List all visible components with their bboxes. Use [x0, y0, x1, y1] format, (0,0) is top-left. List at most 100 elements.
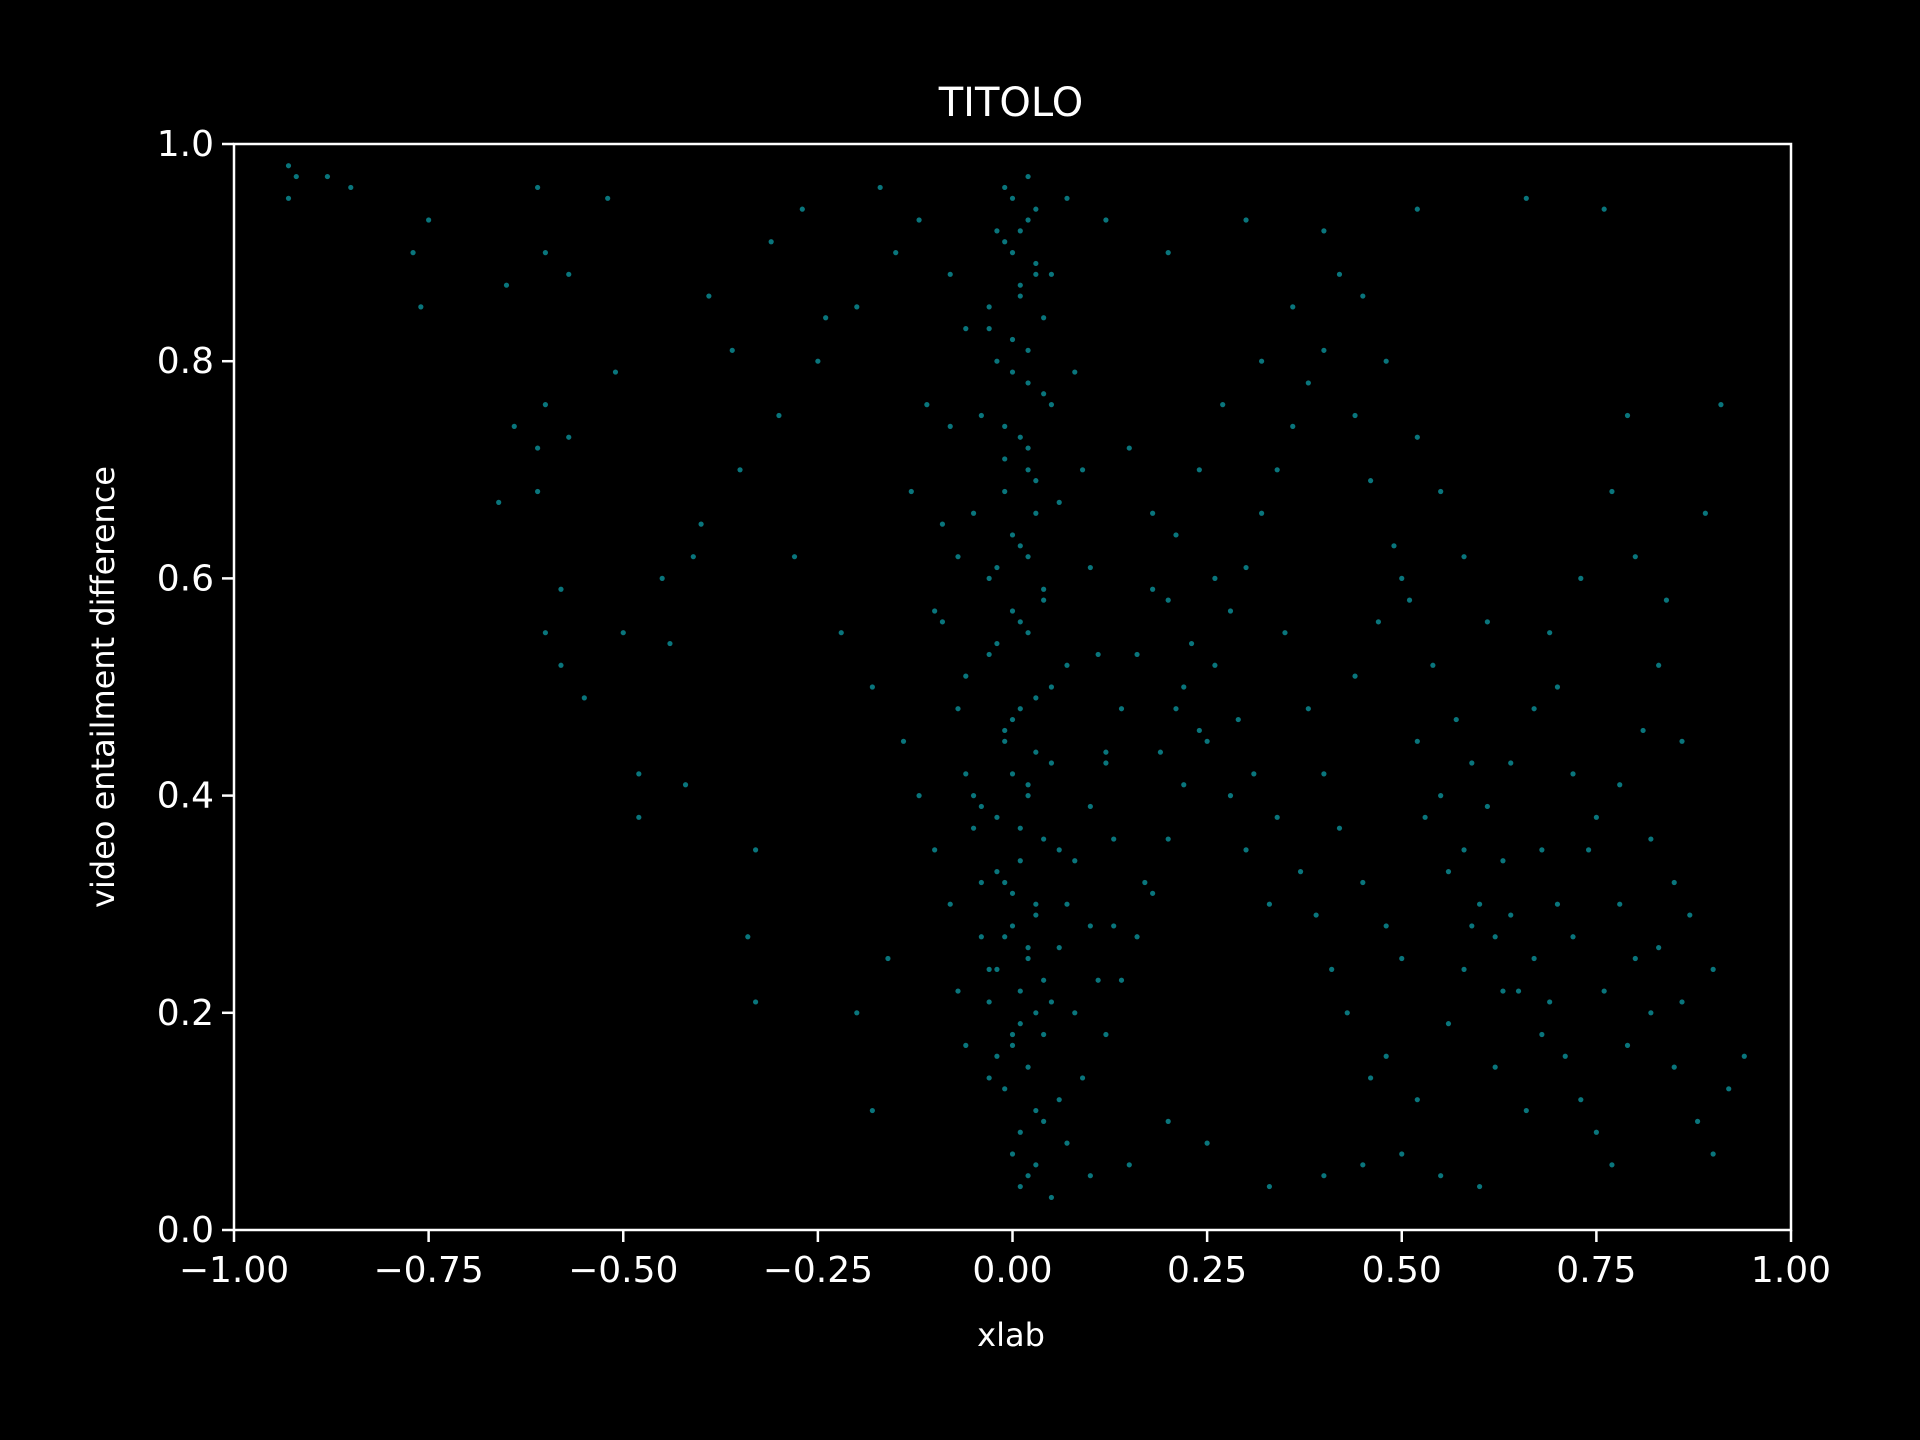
scatter-point [1025, 173, 1031, 180]
scatter-point [1009, 250, 1016, 256]
scatter-point [1632, 554, 1638, 560]
scatter-point [1017, 1183, 1023, 1190]
scatter-point [1072, 369, 1078, 375]
scatter-point [1453, 716, 1459, 723]
scatter-point [1041, 977, 1047, 983]
scatter-point [1009, 608, 1016, 614]
scatter-point [1578, 1097, 1584, 1103]
x-tick-label: −0.25 [763, 1250, 873, 1291]
scatter-point [893, 250, 899, 256]
x-axis-ticks: −1.00 −0.75 −0.50 −0.25 0.00 0.25 0.50 0.75 1.00 [179, 1230, 1831, 1291]
scatter-point [1383, 1053, 1389, 1059]
scatter-point [1399, 575, 1405, 582]
scatter-point [1103, 1031, 1109, 1038]
scatter-point [1025, 554, 1031, 560]
scatter-point [581, 695, 587, 701]
scatter-point [1165, 597, 1171, 603]
scatter-point [1430, 662, 1436, 668]
y-tick-label: 0.8 [157, 341, 214, 382]
scatter-point [1609, 488, 1615, 495]
scatter-point [1025, 955, 1031, 962]
scatter-point [1025, 217, 1031, 223]
scatter-point [1017, 293, 1023, 299]
scatter-point [1134, 934, 1140, 940]
scatter-point [1150, 890, 1156, 896]
scatter-point [1033, 1107, 1039, 1114]
scatter-point [1041, 315, 1047, 321]
scatter-point [994, 966, 1000, 972]
scatter-point [1679, 999, 1685, 1005]
scatter-point [1469, 923, 1475, 929]
scatter-point [1009, 195, 1016, 201]
scatter-point [1648, 1010, 1654, 1016]
scatter-point [1500, 988, 1506, 994]
scatter-point [1718, 402, 1724, 408]
scatter-point [1025, 1064, 1031, 1070]
scatter-point [854, 304, 860, 310]
scatter-point [1095, 977, 1101, 983]
scatter-point [1134, 651, 1140, 658]
scatter-point [1617, 901, 1623, 907]
scatter-point [939, 619, 946, 625]
y-axis-ticks: 0.0 0.2 0.4 0.6 0.8 1.0 [157, 124, 234, 1251]
scatter-point [1492, 934, 1498, 940]
scatter-point [1056, 945, 1062, 951]
scatter-point [1414, 434, 1420, 440]
scatter-point [511, 423, 517, 429]
scatter-point [1445, 1021, 1452, 1027]
scatter-point [1679, 738, 1685, 744]
scatter-point [986, 966, 992, 972]
scatter-point [1297, 869, 1304, 875]
scatter-point [1087, 803, 1093, 810]
scatter-point [285, 195, 292, 201]
scatter-point [1344, 1010, 1350, 1016]
scatter-point [1212, 575, 1218, 582]
scatter-point [1266, 901, 1273, 907]
scatter-point [1305, 380, 1311, 386]
scatter-point [503, 282, 510, 288]
scatter-point [1461, 554, 1467, 560]
scatter-point [955, 554, 961, 560]
scatter-point [1173, 532, 1179, 538]
scatter-point [1570, 934, 1576, 940]
scatter-point [1352, 673, 1358, 679]
scatter-point [558, 662, 564, 668]
scatter-point [1017, 706, 1023, 712]
scatter-point [1227, 608, 1234, 614]
scatter-point [1352, 412, 1358, 419]
scatter-point [698, 521, 704, 527]
scatter-point [1640, 727, 1646, 734]
scatter-point [916, 793, 922, 799]
scatter-point [1064, 662, 1070, 668]
scatter-point [496, 499, 502, 505]
scatter-point [1165, 250, 1171, 256]
scatter-point [1259, 358, 1265, 364]
scatter-point [1056, 499, 1062, 505]
scatter-point [955, 706, 961, 712]
scatter-point [1009, 369, 1016, 375]
scatter-point [799, 206, 805, 212]
scatter-point [1414, 1097, 1420, 1103]
scatter-point [1562, 1053, 1568, 1059]
scatter-point [1484, 619, 1490, 625]
scatter-point [1336, 271, 1343, 277]
scatter-point [1593, 1129, 1599, 1135]
scatter-point [1002, 934, 1008, 940]
scatter-point [963, 673, 969, 679]
scatter-point [994, 228, 1000, 234]
scatter-point [1601, 206, 1607, 212]
scatter-point [1002, 423, 1008, 429]
scatter-point [410, 250, 416, 256]
scatter-point [1025, 1173, 1031, 1179]
scatter-point [1383, 923, 1389, 929]
scatter-point [986, 304, 992, 310]
scatter-point [1204, 1140, 1210, 1146]
scatter-point [947, 423, 953, 429]
scatter-point [1196, 467, 1202, 473]
scatter-point [1126, 445, 1132, 451]
scatter-point [1523, 195, 1529, 201]
scatter-point [1165, 836, 1171, 842]
scatter-point [1399, 1151, 1405, 1157]
scatter-point [1547, 999, 1553, 1005]
scatter-point [285, 163, 292, 169]
